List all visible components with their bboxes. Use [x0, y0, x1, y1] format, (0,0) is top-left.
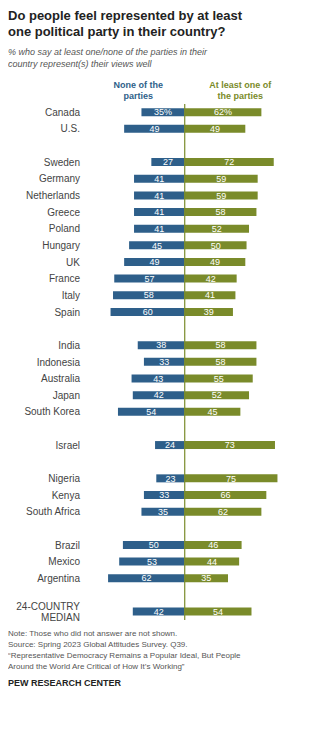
html-text:Source: Spring 2023 Global Att: Source: Spring 2023 Global Attitudes Sur… [8, 640, 188, 649]
svg-text:49: 49 [149, 257, 159, 267]
svg-text:Germany: Germany [39, 173, 80, 184]
svg-text:41: 41 [154, 174, 164, 184]
svg-text:Mexico: Mexico [48, 556, 80, 567]
svg-text:35: 35 [158, 507, 168, 517]
svg-text:23: 23 [166, 474, 176, 484]
svg-text:58: 58 [216, 340, 226, 350]
svg-text:24: 24 [165, 440, 175, 450]
svg-text:50: 50 [149, 540, 159, 550]
svg-text:52: 52 [212, 224, 222, 234]
svg-text:49: 49 [149, 124, 159, 134]
svg-text:Australia: Australia [41, 373, 80, 384]
svg-text:Poland: Poland [49, 223, 80, 234]
svg-text:62: 62 [141, 573, 151, 583]
svg-text:France: France [49, 273, 81, 284]
html-text:Around the World Are Critical: Around the World Are Critical of How It’… [8, 662, 185, 671]
svg-text:73: 73 [225, 440, 235, 450]
svg-text:24-COUNTRYMEDIAN: 24-COUNTRYMEDIAN [16, 601, 80, 622]
svg-text:43: 43 [153, 374, 163, 384]
svg-text:49: 49 [210, 124, 220, 134]
svg-text:Japan: Japan [53, 390, 80, 401]
svg-text:72: 72 [224, 157, 234, 167]
svg-text:35%: 35% [154, 107, 172, 117]
html-text:Do people feel represented by: Do people feel represented by at least o… [8, 8, 243, 39]
svg-text:Greece: Greece [47, 207, 80, 218]
html-text:None of the parties: None of the parties [113, 80, 164, 101]
svg-text:Netherlands: Netherlands [26, 190, 80, 201]
svg-text:52: 52 [212, 390, 222, 400]
svg-text:54: 54 [146, 407, 156, 417]
svg-text:54: 54 [213, 607, 223, 617]
svg-text:South Africa: South Africa [26, 506, 80, 517]
svg-text:27: 27 [163, 157, 173, 167]
svg-text:41: 41 [154, 191, 164, 201]
svg-text:35: 35 [201, 573, 211, 583]
svg-text:Argentina: Argentina [37, 573, 80, 584]
svg-text:57: 57 [144, 274, 154, 284]
svg-text:UK: UK [66, 257, 80, 268]
html-text:% who say at least one/none of: % who say at least one/none of the parti… [8, 47, 208, 69]
svg-text:45: 45 [152, 241, 162, 251]
svg-text:Indonesia: Indonesia [37, 357, 81, 368]
svg-text:59: 59 [216, 174, 226, 184]
html-text:Note: Those who did not answer: Note: Those who did not answer are not s… [8, 629, 178, 638]
svg-text:Israel: Israel [56, 440, 80, 451]
svg-text:33: 33 [159, 357, 169, 367]
svg-text:Italy: Italy [62, 290, 80, 301]
html-text:PEW RESEARCH CENTER: PEW RESEARCH CENTER [8, 678, 121, 688]
svg-text:Sweden: Sweden [44, 157, 80, 168]
svg-text:75: 75 [226, 474, 236, 484]
svg-text:41: 41 [154, 207, 164, 217]
svg-text:50: 50 [211, 241, 221, 251]
svg-text:41: 41 [154, 224, 164, 234]
svg-text:53: 53 [147, 557, 157, 567]
svg-text:62: 62 [218, 507, 228, 517]
html-text:“Representative Democracy Rema: “Representative Democracy Remains a Popu… [8, 651, 241, 660]
svg-text:Kenya: Kenya [52, 490, 81, 501]
svg-text:45: 45 [208, 407, 218, 417]
svg-text:U.S.: U.S. [61, 123, 80, 134]
svg-text:India: India [58, 340, 80, 351]
svg-text:59: 59 [216, 191, 226, 201]
svg-text:58: 58 [216, 207, 226, 217]
svg-text:42: 42 [154, 390, 164, 400]
svg-text:55: 55 [214, 374, 224, 384]
svg-text:42: 42 [206, 274, 216, 284]
svg-text:58: 58 [144, 290, 154, 300]
svg-text:39: 39 [204, 307, 214, 317]
svg-text:33: 33 [159, 490, 169, 500]
svg-text:Nigeria: Nigeria [48, 473, 80, 484]
svg-text:58: 58 [216, 357, 226, 367]
svg-text:60: 60 [143, 307, 153, 317]
svg-text:66: 66 [221, 490, 231, 500]
svg-text:South Korea: South Korea [24, 406, 80, 417]
svg-text:Brazil: Brazil [55, 540, 80, 551]
svg-text:44: 44 [207, 557, 217, 567]
svg-text:46: 46 [208, 540, 218, 550]
svg-text:Hungary: Hungary [42, 240, 80, 251]
svg-text:38: 38 [156, 340, 166, 350]
html-text:At least one of the parties: At least one of the parties [209, 80, 272, 101]
svg-text:62%: 62% [214, 107, 232, 117]
svg-text:Canada: Canada [45, 107, 80, 118]
svg-text:41: 41 [205, 290, 215, 300]
svg-text:42: 42 [154, 607, 164, 617]
svg-text:Spain: Spain [54, 307, 80, 318]
svg-text:49: 49 [210, 257, 220, 267]
